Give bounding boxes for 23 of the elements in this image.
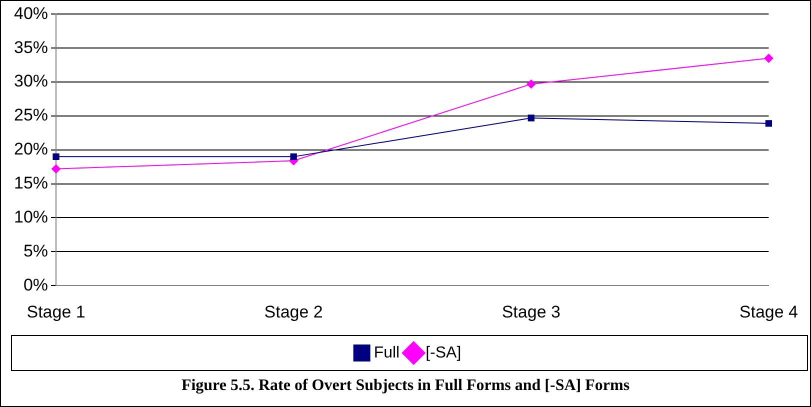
y-tick-label: 40%: [14, 4, 48, 23]
point: [765, 120, 772, 127]
x-tick-label: Stage 4: [739, 302, 798, 322]
point: [528, 114, 534, 122]
point: [526, 80, 536, 89]
y-tick-label: 0%: [23, 275, 48, 294]
legend-label: [-SA]: [426, 344, 462, 362]
point: [52, 164, 61, 174]
x-tick-label: Stage 3: [502, 302, 560, 322]
text: Figure 5.5. Rate of Overt Subjects in Full Forms and [-SA] Forms: [180, 377, 631, 395]
point: [290, 153, 297, 160]
y-tick-label: 5%: [23, 241, 48, 260]
x-tick-label: Stage 1: [26, 302, 86, 322]
point: [764, 54, 774, 63]
y-tick-label: 20%: [14, 140, 48, 159]
x-tick-label: Stage 2: [264, 302, 323, 322]
y-tick-label: 35%: [14, 38, 48, 57]
y-tick-label: 15%: [14, 174, 48, 193]
point: [52, 153, 60, 160]
y-tick-label: 30%: [14, 72, 48, 91]
legend-label: Full: [374, 344, 400, 362]
y-tick-label: 10%: [14, 207, 48, 226]
y-tick-label: 25%: [14, 106, 48, 125]
